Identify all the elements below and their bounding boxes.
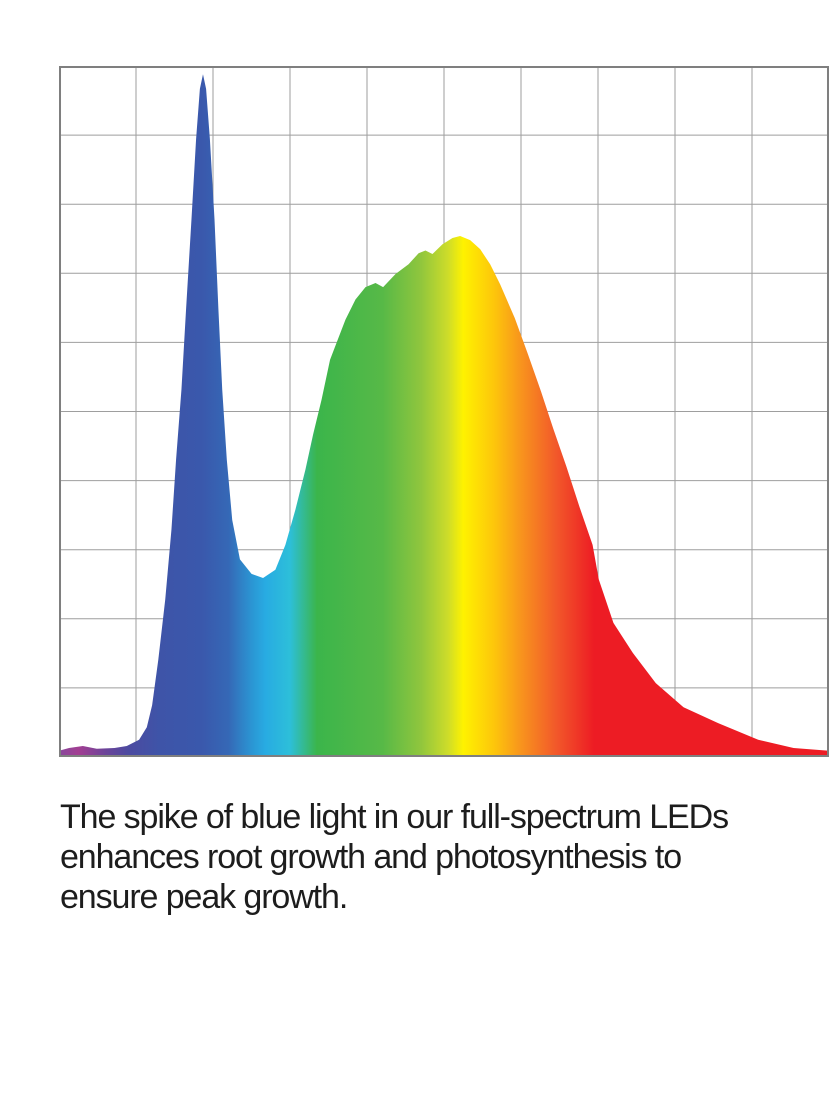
caption-line-2: enhances root growth and photosynthesis … <box>60 838 682 876</box>
plot-border <box>59 66 829 757</box>
spectrum-svg <box>59 66 829 757</box>
caption-line-1: The spike of blue light in our full-spec… <box>60 798 729 836</box>
caption-text-block: The spike of blue light in our full-spec… <box>60 797 820 917</box>
spectrum-area-curve <box>59 74 829 757</box>
caption-line-3: ensure peak growth. <box>60 878 348 916</box>
spectrum-chart <box>59 66 829 757</box>
